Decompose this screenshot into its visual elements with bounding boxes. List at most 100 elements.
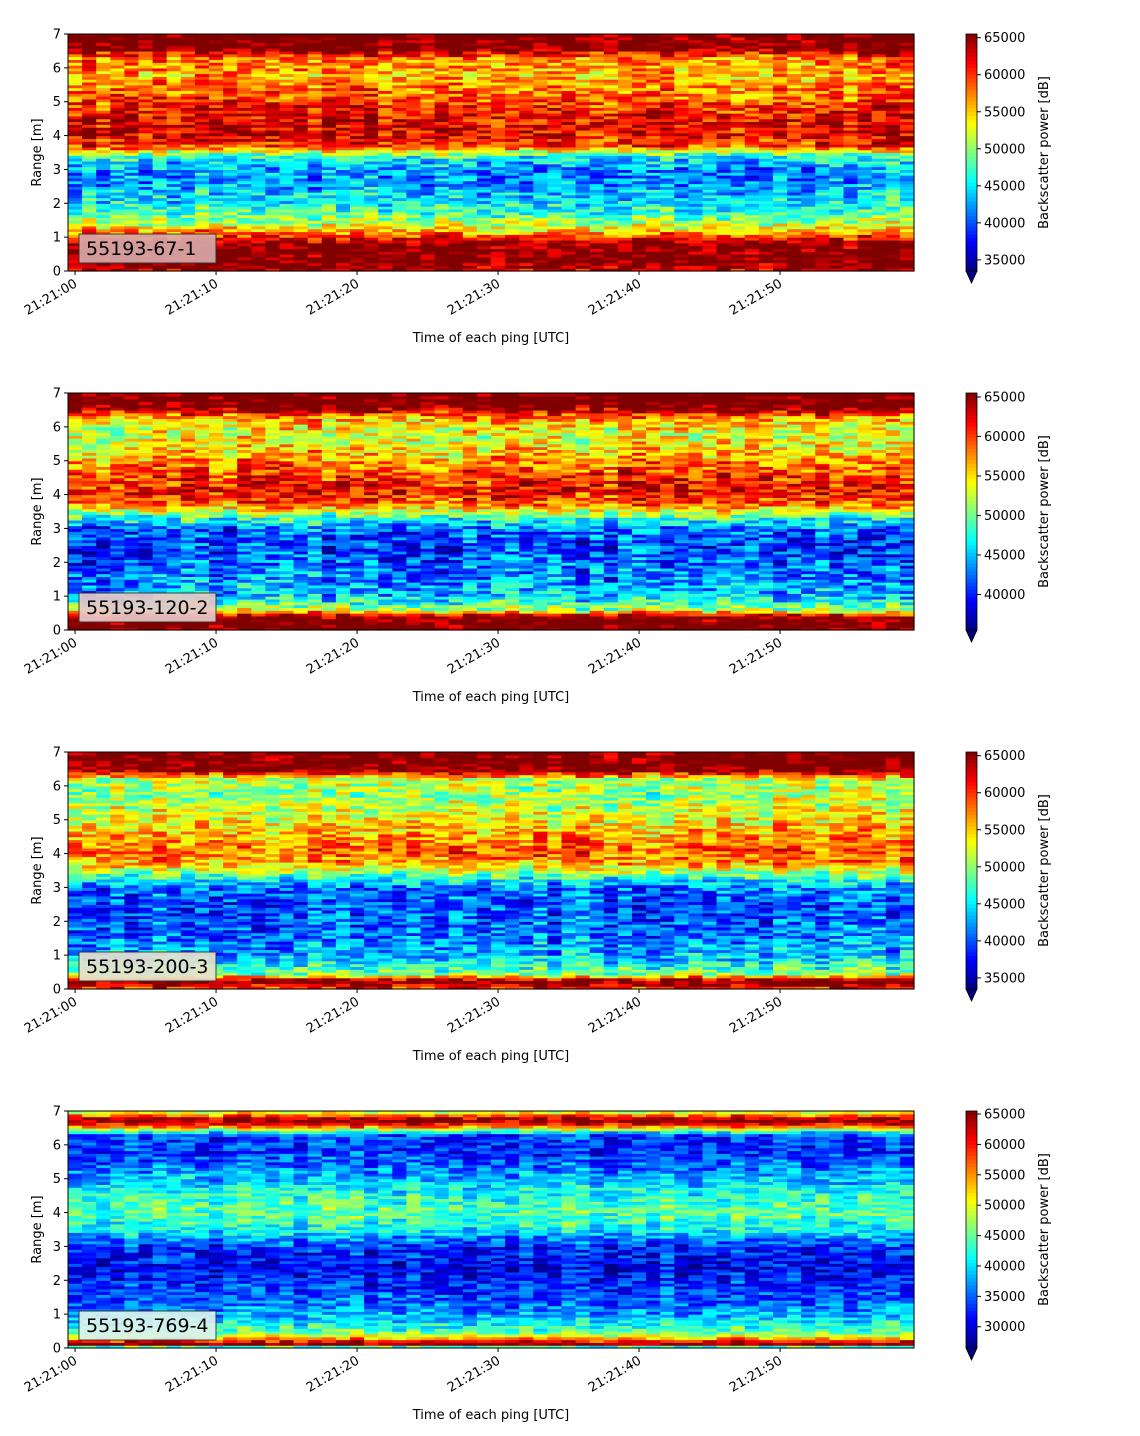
heatmap-cell — [223, 231, 238, 235]
heatmap-cell — [152, 101, 168, 106]
heatmap-cell — [237, 81, 252, 86]
heatmap-cell — [68, 124, 83, 128]
heatmap-cell — [237, 208, 252, 213]
heatmap-cell — [96, 141, 111, 145]
heatmap-cell — [265, 180, 281, 185]
heatmap-cell — [279, 194, 295, 199]
heatmap-cell — [223, 98, 238, 103]
heatmap-cell — [68, 81, 83, 86]
heatmap-cell — [335, 237, 351, 241]
heatmap-cell — [110, 48, 125, 52]
heatmap-cell — [110, 62, 125, 66]
heatmap-cell — [223, 76, 238, 80]
heatmap-cell — [138, 129, 154, 134]
heatmap-cell — [307, 50, 323, 55]
heatmap-cell — [321, 155, 337, 159]
heatmap-cell — [237, 138, 252, 142]
heatmap-cell — [180, 217, 196, 221]
heatmap-cell — [307, 177, 323, 182]
heatmap-cell — [223, 172, 238, 176]
heatmap-cell — [223, 70, 238, 75]
heatmap-cell — [209, 104, 224, 108]
heatmap-cell — [251, 183, 266, 187]
heatmap-cell — [124, 175, 140, 179]
heatmap-cell — [321, 228, 337, 233]
heatmap-cell — [307, 220, 323, 224]
heatmap-cell — [194, 141, 210, 145]
heatmap-cell — [251, 197, 266, 202]
heatmap-cell — [180, 262, 196, 266]
heatmap-cell — [335, 254, 351, 258]
heatmap-cell — [152, 169, 168, 173]
heatmap-cell — [194, 34, 210, 38]
heatmap-cell — [223, 160, 238, 165]
heatmap-cell — [166, 53, 182, 58]
heatmap-cell — [293, 34, 309, 38]
heatmap-cell — [223, 214, 238, 218]
heatmap-cell — [110, 104, 125, 108]
heatmap-cell — [82, 220, 97, 224]
heatmap-cell — [166, 127, 182, 131]
heatmap-cell — [265, 107, 281, 111]
heatmap-cell — [237, 124, 252, 128]
heatmap-cell — [293, 265, 309, 269]
heatmap-cell — [223, 144, 238, 148]
heatmap-cell — [265, 101, 281, 106]
heatmap-cell — [166, 39, 182, 44]
heatmap-cell — [293, 104, 309, 108]
heatmap-cell — [237, 160, 252, 165]
heatmap-cell — [194, 231, 210, 235]
heatmap-cell — [251, 220, 266, 224]
heatmap-cell — [68, 158, 83, 162]
heatmap-cell — [223, 62, 238, 66]
heatmap-cell — [251, 149, 266, 154]
heatmap-cell — [194, 110, 210, 114]
heatmap-cell — [138, 262, 154, 266]
heatmap-cell — [124, 48, 140, 52]
heatmap-cell — [180, 166, 196, 171]
heatmap-cell — [223, 50, 238, 55]
heatmap-cell — [223, 220, 238, 224]
heatmap-cell — [293, 90, 309, 94]
heatmap-cell — [68, 254, 83, 258]
heatmap-cell — [138, 127, 154, 131]
heatmap-cell — [96, 175, 111, 179]
heatmap-cell — [138, 73, 154, 77]
heatmap-cell — [237, 211, 252, 216]
heatmap-cell — [293, 149, 309, 154]
heatmap-cell — [124, 194, 140, 199]
heatmap-cell — [293, 56, 309, 60]
heatmap-cell — [801, 34, 816, 38]
heatmap-cell — [223, 146, 238, 151]
heatmap-cell — [237, 251, 252, 255]
heatmap-cell — [209, 183, 224, 187]
heatmap-cell — [209, 200, 224, 204]
heatmap-cell — [279, 248, 295, 252]
heatmap-cell — [152, 225, 168, 230]
heatmap-cell — [293, 214, 309, 218]
heatmap-cell — [152, 138, 168, 142]
heatmap-cell — [251, 141, 266, 145]
heatmap-cell — [646, 34, 661, 38]
heatmap-cell — [138, 110, 154, 114]
heatmap-cell — [110, 59, 125, 63]
heatmap-cell — [293, 220, 309, 224]
heatmap-cell — [180, 39, 196, 44]
heatmap-cell — [321, 256, 337, 261]
heatmap-cell — [251, 34, 266, 38]
heatmap-cell — [138, 42, 154, 46]
heatmap-cell — [209, 160, 224, 165]
heatmap-cell — [223, 135, 238, 139]
heatmap-cell — [138, 135, 154, 139]
heatmap-cell — [68, 175, 83, 179]
heatmap-cell — [279, 101, 295, 106]
heatmap-cell — [152, 50, 168, 55]
heatmap-cell — [152, 163, 168, 168]
heatmap-cell — [82, 129, 97, 134]
heatmap-cell — [209, 59, 224, 63]
heatmap-cell — [307, 45, 323, 49]
heatmap-cell — [279, 132, 295, 137]
heatmap-cell — [251, 208, 266, 213]
heatmap-cell — [166, 48, 182, 52]
heatmap-cell — [138, 90, 154, 94]
